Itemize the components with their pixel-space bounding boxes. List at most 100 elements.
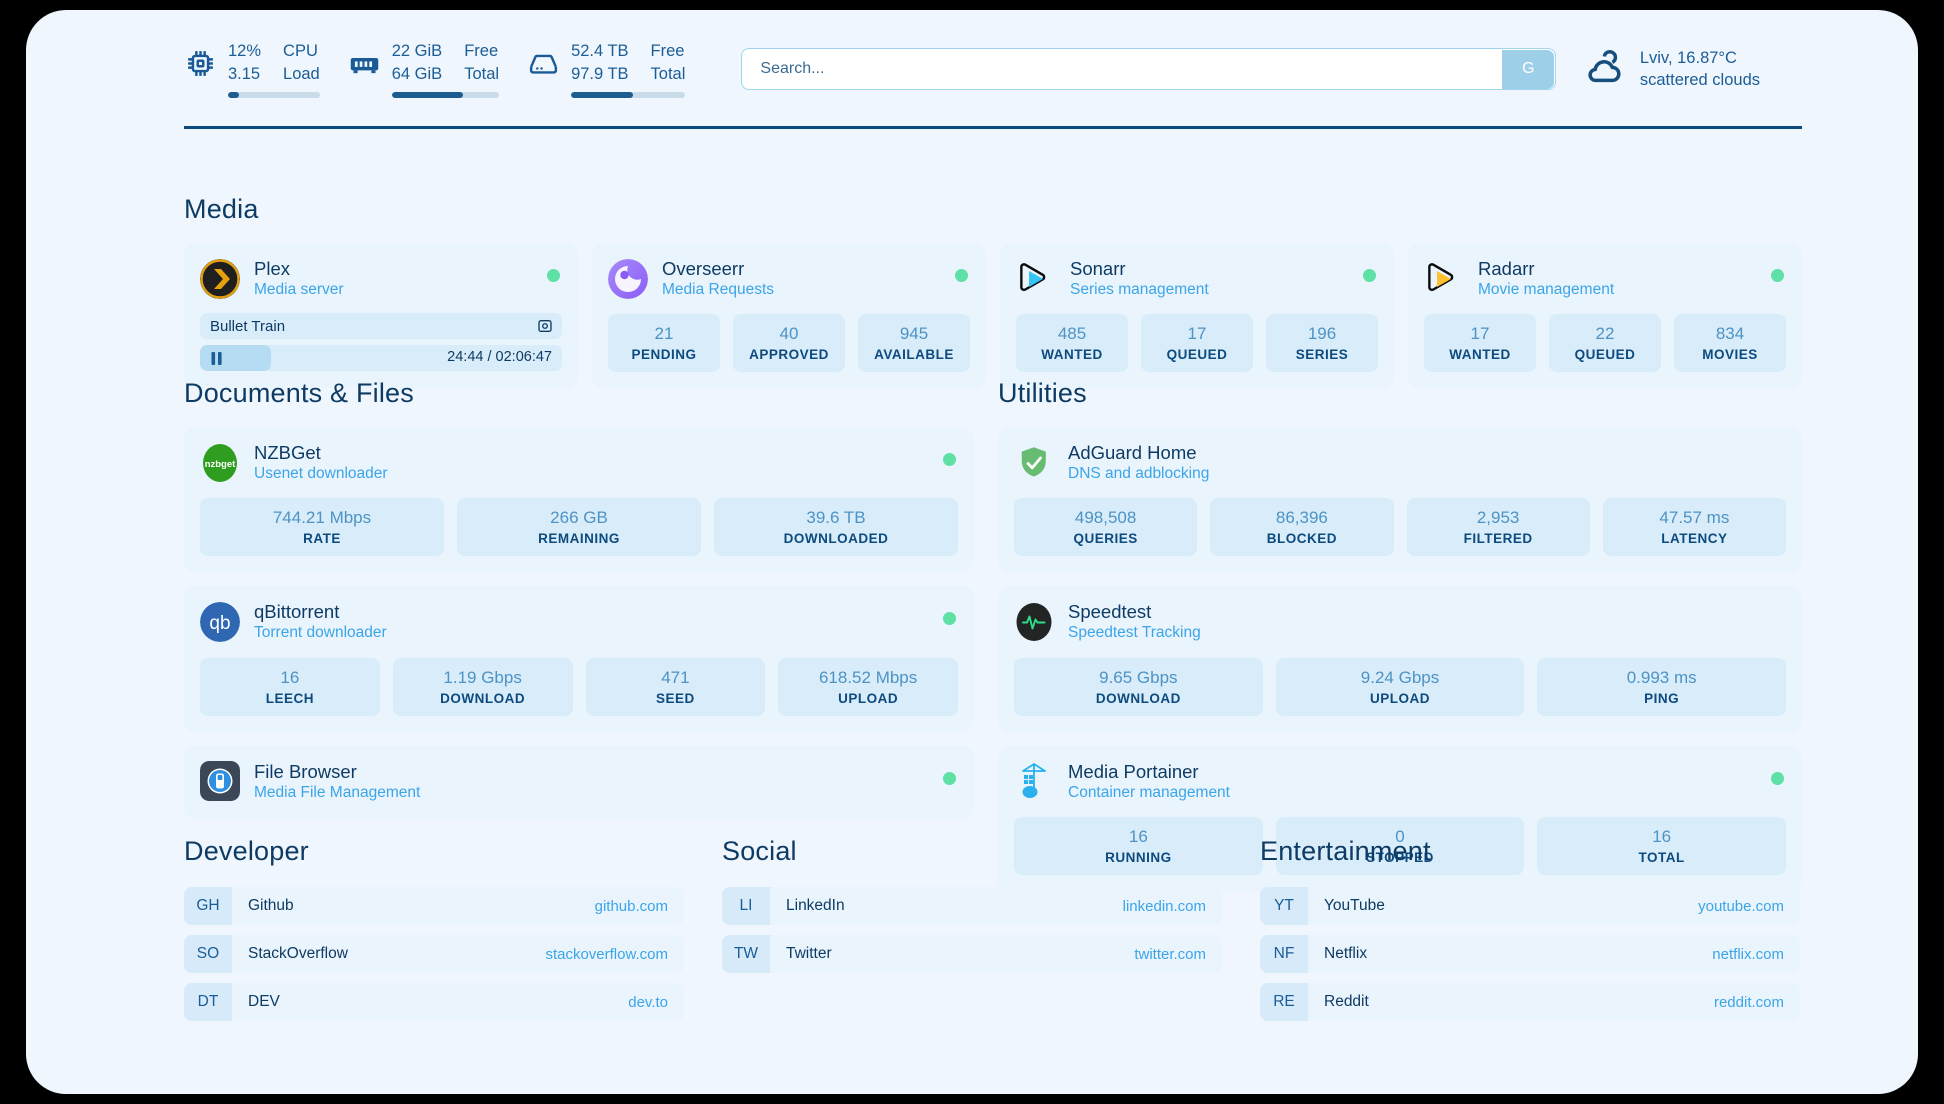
bookmark-name: Reddit xyxy=(1324,993,1369,1010)
resource-cpu: 12% 3.15 CPU Load xyxy=(184,40,320,98)
bookmark-item-github[interactable]: GH Github github.com xyxy=(184,887,684,925)
memory-label-top: Free xyxy=(464,42,499,61)
status-badge xyxy=(547,269,560,282)
memory-free-value: 22 GiB xyxy=(391,42,443,61)
stat-value: 47.57 ms xyxy=(1659,508,1730,528)
section-title-utilities: Utilities xyxy=(998,378,1087,408)
service-card-sonarr[interactable]: Sonarr Series management 485 WANTED 17 Q… xyxy=(1000,243,1394,389)
search-submit-button[interactable]: G xyxy=(1502,49,1555,89)
status-badge xyxy=(955,269,968,282)
bookmark-item-netflix[interactable]: NF Netflix netflix.com xyxy=(1260,935,1800,973)
status-badge xyxy=(943,771,956,785)
bookmark-item-linkedin[interactable]: LI LinkedIn linkedin.com xyxy=(722,887,1222,925)
stat-value: 16 xyxy=(1128,826,1148,846)
bookmark-item-twitter[interactable]: TW Twitter twitter.com xyxy=(722,935,1222,973)
stat-label: APPROVED xyxy=(749,347,829,363)
stat-chip: 196 SERIES xyxy=(1266,314,1378,373)
search-input[interactable] xyxy=(741,48,1556,90)
stat-value: 2,953 xyxy=(1476,508,1520,528)
stat-label: TOTAL xyxy=(1638,850,1685,866)
disk-total-value: 97.9 TB xyxy=(571,64,629,83)
weather-widget: Lviv, 16.87°C scattered clouds xyxy=(1584,47,1760,92)
service-name: File Browser xyxy=(254,760,357,782)
cpu-label-bottom: Load xyxy=(283,64,320,83)
bookmark-url: netflix.com xyxy=(1712,945,1784,963)
status-badge xyxy=(1771,269,1784,282)
now-playing-title: Bullet Train xyxy=(210,317,286,335)
cpu-usage-bar xyxy=(228,91,320,98)
cpu-usage-value: 12% xyxy=(228,42,262,61)
bookmark-url: reddit.com xyxy=(1713,993,1784,1011)
stat-label: WANTED xyxy=(1449,347,1511,363)
bookmark-abbr: YT xyxy=(1260,887,1308,925)
stat-value: 744.21 Mbps xyxy=(272,508,372,528)
disk-label-bottom: Total xyxy=(650,64,686,83)
stat-chip: 17 QUEUED xyxy=(1141,314,1253,373)
now-playing-progress-bar[interactable]: 24:44 / 02:06:47 xyxy=(200,345,562,372)
stat-chip: 471 SEED xyxy=(585,657,766,716)
stat-value: 196 xyxy=(1307,324,1337,344)
stat-chip: 47.57 ms LATENCY xyxy=(1602,498,1786,557)
status-badge xyxy=(943,453,956,466)
disk-label-top: Free xyxy=(650,42,685,61)
cast-icon[interactable] xyxy=(537,318,553,334)
disk-usage-bar xyxy=(571,91,686,98)
service-subtitle: Media server xyxy=(254,281,344,299)
service-card-plex[interactable]: Plex Media server Bullet Train xyxy=(184,243,578,389)
bookmark-item-dev[interactable]: DT DEV dev.to xyxy=(184,983,684,1021)
stat-chip: 0 STOPPED xyxy=(1275,816,1525,876)
resource-memory: 22 GiB 64 GiB Free Total xyxy=(348,40,500,98)
bookmark-group-social: Social LI LinkedIn linkedin.com TW Twitt… xyxy=(722,836,1222,1021)
service-name: qBittorrent xyxy=(254,601,340,623)
stat-label: SERIES xyxy=(1295,347,1349,363)
stat-value: 17 xyxy=(1187,324,1207,344)
stat-label: QUEUED xyxy=(1574,347,1636,363)
stat-value: 618.52 Mbps xyxy=(818,667,918,687)
stat-label: DOWNLOAD xyxy=(1095,690,1181,706)
memory-total-value: 64 GiB xyxy=(391,64,443,83)
service-name: Sonarr xyxy=(1070,258,1126,279)
memory-label-bottom: Total xyxy=(464,64,500,83)
bookmark-item-reddit[interactable]: RE Reddit reddit.com xyxy=(1260,983,1800,1021)
bookmark-url: github.com xyxy=(594,897,668,915)
stat-chip: 485 WANTED xyxy=(1016,314,1128,373)
service-card-overseerr[interactable]: Overseerr Media Requests 21 PENDING 40 A… xyxy=(592,243,986,389)
service-card-speedtest[interactable]: Speedtest Speedtest Tracking 9.65 Gbps D… xyxy=(998,586,1802,732)
bookmark-name: Github xyxy=(248,897,294,914)
service-card-nzbget[interactable]: nzbget NZBGet Usenet downloader 744.21 M… xyxy=(184,427,974,573)
speedtest-icon xyxy=(1014,602,1054,642)
stat-label: AVAILABLE xyxy=(874,347,954,363)
cpu-load-value: 3.15 xyxy=(228,64,261,83)
svg-text:qb: qb xyxy=(209,613,230,634)
bookmark-abbr: SO xyxy=(184,935,232,973)
now-playing-time: 24:44 / 02:06:47 xyxy=(447,349,552,366)
stat-chip: 9.24 Gbps UPLOAD xyxy=(1275,657,1525,716)
service-name: Speedtest xyxy=(1068,601,1152,623)
service-card-radarr[interactable]: Radarr Movie management 17 WANTED 22 QUE… xyxy=(1408,243,1802,389)
stat-value: 945 xyxy=(899,324,929,344)
bookmark-url: dev.to xyxy=(628,993,668,1011)
sonarr-icon xyxy=(1016,259,1056,299)
bookmark-item-stackoverflow[interactable]: SO StackOverflow stackoverflow.com xyxy=(184,935,684,973)
bookmark-item-youtube[interactable]: YT YouTube youtube.com xyxy=(1260,887,1800,925)
service-card-adguard-home[interactable]: AdGuard Home DNS and adblocking 498,508 … xyxy=(998,427,1802,573)
service-name: Plex xyxy=(254,258,290,279)
service-card-media-portainer[interactable]: Media Portainer Container management 16 … xyxy=(998,745,1802,892)
search-bar: G xyxy=(741,48,1556,90)
cpu-icon xyxy=(184,47,217,80)
stat-chip: 834 MOVIES xyxy=(1674,314,1786,373)
stat-chip: 21 PENDING xyxy=(608,314,720,373)
qbittorrent-icon: qb xyxy=(200,601,240,642)
weather-location-temp: Lviv, 16.87°C xyxy=(1639,48,1737,67)
service-card-file-browser[interactable]: File Browser Media File Management xyxy=(184,745,974,819)
stat-chip: 40 APPROVED xyxy=(733,314,845,373)
ram-icon xyxy=(348,47,381,80)
pause-icon[interactable] xyxy=(211,352,223,366)
service-card-qbittorrent[interactable]: qb qBittorrent Torrent downloader 16 LEE… xyxy=(184,586,974,732)
nzbget-icon: nzbget xyxy=(200,443,240,483)
bookmark-abbr: NF xyxy=(1260,935,1308,973)
stat-value: 471 xyxy=(661,667,690,687)
bookmark-group-developer: Developer GH Github github.com SO StackO… xyxy=(184,836,684,1021)
disk-icon xyxy=(527,47,560,80)
service-name: Overseerr xyxy=(662,258,745,279)
